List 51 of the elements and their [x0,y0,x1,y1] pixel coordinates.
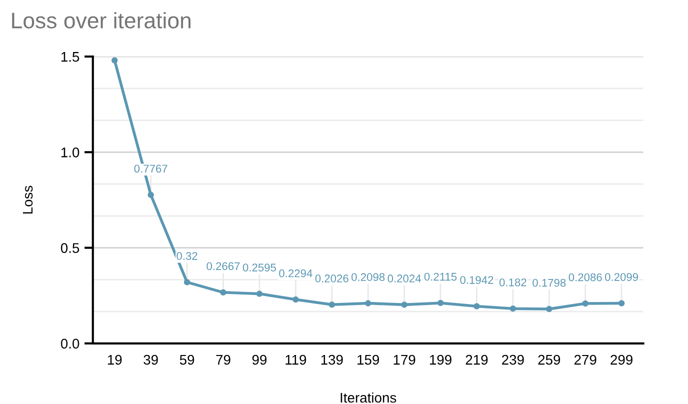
x-tick-label: 219 [466,354,488,365]
data-label: 0.2024 [388,274,421,282]
data-label: 0.2026 [315,274,348,282]
x-tick-label: 159 [358,354,380,365]
x-tick-label: 19 [108,354,122,365]
data-label: 0.182 [499,278,526,286]
point [582,300,588,307]
point [401,302,408,308]
chart-title: Loss over iteration [12,12,190,28]
point [256,290,263,297]
point [364,300,372,306]
x-tick-label: 39 [144,354,158,365]
point [328,302,335,308]
y-axis-title: Loss [22,186,33,214]
point [292,296,299,303]
x-axis-title: Iterations [340,392,396,403]
y-tick-label: 1.0 [61,148,80,158]
point [148,192,154,198]
data-label: 0.2595 [242,264,276,272]
data-label: 0.1798 [532,278,566,287]
point [474,303,480,310]
point [220,289,226,296]
x-tick-label: 99 [252,354,267,365]
data-label: 0.2115 [424,272,457,281]
data-label: 0.32 [176,252,198,260]
point [546,306,552,312]
x-tick-label: 259 [538,354,560,365]
x-tick-label: 279 [574,354,596,365]
x-tick-label: 139 [321,354,343,365]
point [437,300,444,306]
data-label: 0.7767 [134,164,168,173]
y-tick-label: 1.5 [61,52,80,62]
x-tick-label: 199 [430,354,452,365]
x-tick-label: 239 [502,354,524,365]
data-label: 0.2098 [352,273,385,282]
x-tick-label: 119 [286,354,306,365]
point [111,57,118,64]
x-tick-label: 59 [180,354,194,365]
point [184,279,190,286]
data-label: 0.1942 [460,276,494,284]
data-label: 0.2086 [568,273,602,282]
data-label: 0.2099 [604,273,638,281]
x-tick-label: 299 [610,354,632,365]
x-tick-label: 179 [394,354,416,365]
point [510,305,516,312]
data-label: 0.2294 [279,269,312,278]
data-label: 0.2667 [206,262,240,270]
y-tick-label: 0.5 [60,243,80,253]
point [618,300,625,306]
x-tick-label: 79 [216,354,230,365]
y-tick-label: 0.0 [60,338,80,349]
